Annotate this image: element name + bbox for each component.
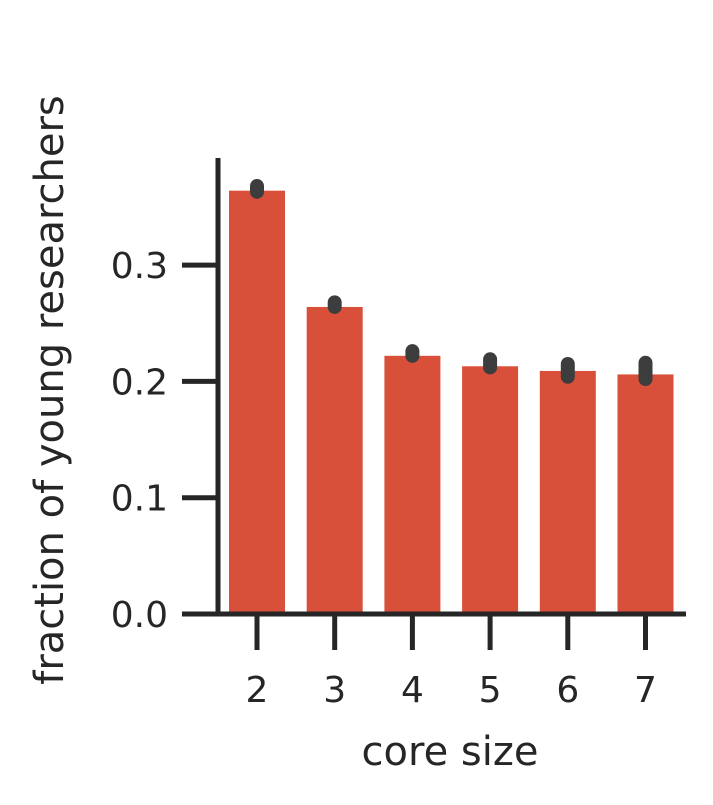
y-tick-label-0.3: 0.3 xyxy=(111,246,168,287)
labels-layer: 0.0 0.1 0.2 0.3 2 3 4 5 6 7 xyxy=(111,246,657,711)
y-axis-title: fraction of young researchers xyxy=(27,95,73,685)
bar-5 xyxy=(462,366,519,614)
y-tick-label-0.0: 0.0 xyxy=(111,595,168,636)
axes-layer xyxy=(182,158,686,650)
bar-4 xyxy=(384,355,441,614)
x-axis-title: core size xyxy=(362,729,539,775)
x-tick-label-3: 3 xyxy=(323,670,346,711)
x-tick-label-4: 4 xyxy=(401,670,424,711)
x-tick-label-5: 5 xyxy=(479,670,502,711)
y-tick-label-0.2: 0.2 xyxy=(111,362,168,403)
bars-layer xyxy=(229,190,674,614)
bar-6 xyxy=(539,370,596,614)
y-tick-label-0.1: 0.1 xyxy=(111,479,168,520)
x-tick-label-2: 2 xyxy=(246,670,269,711)
x-tick-label-7: 7 xyxy=(634,670,657,711)
bar-7 xyxy=(617,374,674,614)
bar-3 xyxy=(306,306,363,614)
bar-2 xyxy=(229,190,285,614)
x-tick-label-6: 6 xyxy=(556,670,579,711)
error-bars-layer xyxy=(250,179,653,387)
